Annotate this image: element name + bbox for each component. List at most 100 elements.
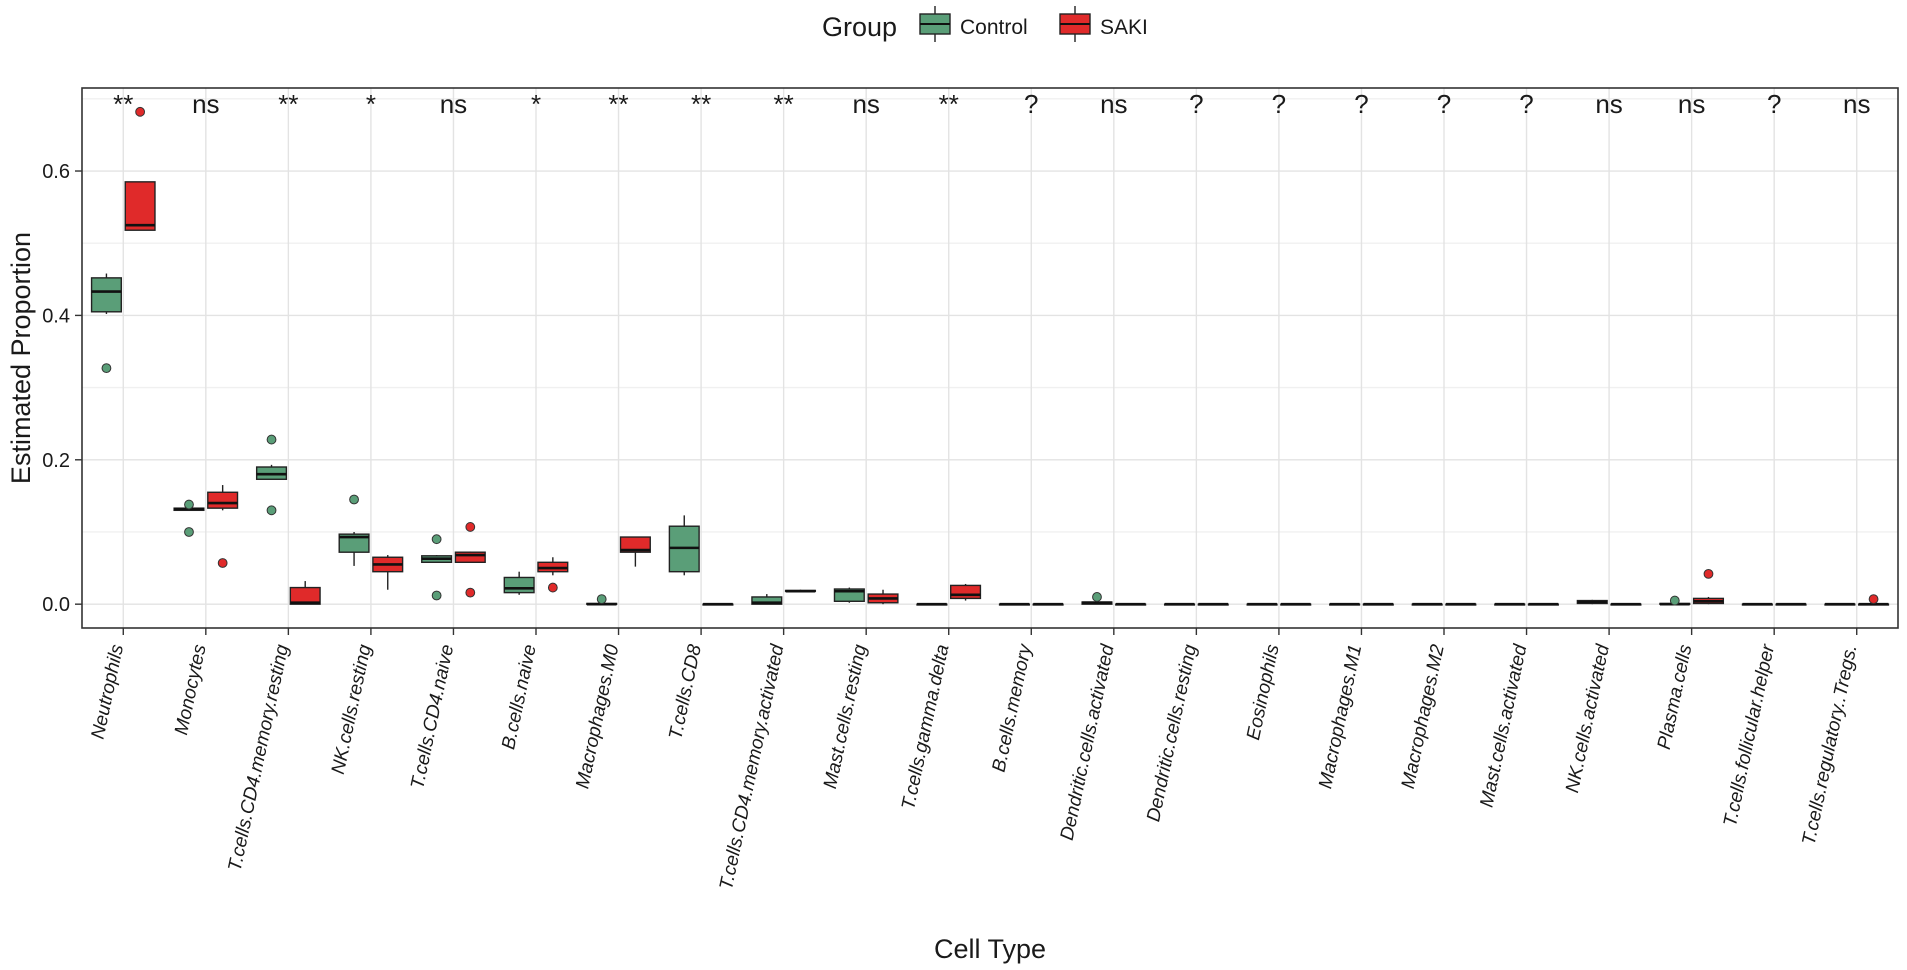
box-control bbox=[1246, 602, 1278, 606]
outlier-point bbox=[135, 106, 146, 117]
x-tick-label: T.cells.CD4.memory.activated bbox=[716, 641, 789, 892]
box-control bbox=[1494, 602, 1526, 606]
x-tick-label: Mast.cells.resting bbox=[820, 642, 871, 790]
significance-label: ? bbox=[1354, 89, 1368, 119]
legend-key-control bbox=[919, 6, 951, 42]
box-control bbox=[668, 515, 700, 576]
x-tick-label: T.cells.CD4.memory.resting bbox=[225, 642, 294, 873]
box-saki bbox=[1692, 568, 1725, 605]
significance-label: ns bbox=[1678, 89, 1705, 119]
box-saki bbox=[289, 581, 321, 605]
outlier-point bbox=[465, 587, 476, 598]
box-saki bbox=[1362, 602, 1394, 606]
significance-label: ** bbox=[939, 89, 959, 119]
significance-label: * bbox=[366, 89, 376, 119]
significance-label: ? bbox=[1767, 89, 1781, 119]
x-tick-label: NK.cells.activated bbox=[1562, 641, 1614, 794]
outlier-point bbox=[1092, 592, 1102, 602]
plot-panel bbox=[81, 87, 1899, 629]
box-saki bbox=[1775, 602, 1807, 606]
significance-label: ? bbox=[1272, 89, 1286, 119]
box-saki bbox=[1858, 594, 1890, 606]
y-tick-label: 0.4 bbox=[42, 305, 70, 327]
y-tick-label: 0.2 bbox=[42, 450, 70, 472]
box-saki bbox=[1032, 602, 1064, 606]
box-control bbox=[833, 587, 865, 603]
legend-key-saki bbox=[1059, 6, 1091, 42]
box-iqr bbox=[751, 596, 783, 605]
y-axis-title: Estimated Proportion bbox=[6, 232, 36, 484]
box-control bbox=[998, 602, 1030, 606]
legend-title: Group bbox=[822, 12, 897, 42]
box-saki bbox=[372, 555, 404, 590]
outlier-point bbox=[217, 558, 228, 568]
significance-label: ** bbox=[113, 89, 133, 119]
box-iqr bbox=[619, 536, 651, 553]
outlier-point bbox=[101, 363, 112, 374]
x-tick-label: Dendritic.cells.activated bbox=[1057, 641, 1119, 842]
grid bbox=[82, 88, 1898, 628]
box-control bbox=[1659, 595, 1691, 606]
x-tick-label: Macrophages.M1 bbox=[1315, 643, 1366, 791]
box-control bbox=[1824, 602, 1856, 606]
significance-labels: ** ns ** * ns * ** ** ** ns **? ns????? ns ns? ns bbox=[113, 89, 1870, 119]
x-tick-label: T.cells.follicular.helper bbox=[1720, 642, 1779, 828]
significance-label: ? bbox=[1437, 89, 1451, 119]
box-saki bbox=[950, 583, 982, 601]
outlier-point bbox=[266, 505, 277, 516]
significance-label: ns bbox=[440, 89, 467, 119]
box-saki bbox=[702, 602, 734, 606]
box-saki bbox=[207, 485, 239, 568]
x-tick-label: Neutrophils bbox=[88, 642, 129, 741]
significance-label: ** bbox=[278, 89, 298, 119]
box-saki bbox=[1527, 602, 1559, 606]
outlier-point bbox=[1669, 595, 1680, 606]
box-saki bbox=[1280, 602, 1312, 606]
outlier-point bbox=[1868, 594, 1879, 605]
box-control bbox=[1081, 592, 1113, 605]
box-control bbox=[1411, 602, 1443, 606]
legend-label: Control bbox=[960, 16, 1028, 39]
box-control bbox=[421, 534, 453, 601]
legend: Group Control SAKI bbox=[822, 6, 1148, 42]
box-iqr bbox=[950, 584, 982, 600]
box-saki bbox=[1115, 602, 1147, 606]
x-tick-label: T.cells.gamma.delta bbox=[898, 643, 954, 812]
box-saki bbox=[1445, 602, 1477, 606]
outlier-point bbox=[547, 582, 558, 593]
x-tick-label: T.cells.CD8 bbox=[665, 642, 706, 741]
x-tick-label: Monocytes bbox=[171, 642, 211, 737]
box-saki bbox=[537, 557, 569, 593]
box-saki bbox=[784, 589, 817, 593]
box-control bbox=[173, 499, 205, 537]
significance-label: ** bbox=[608, 89, 628, 119]
significance-label: ns bbox=[852, 89, 879, 119]
box-iqr bbox=[503, 576, 535, 594]
outlier-point bbox=[431, 590, 442, 601]
x-tick-label: B.cells.naive bbox=[498, 643, 541, 752]
box-saki bbox=[1197, 602, 1229, 606]
box-iqr bbox=[124, 181, 156, 231]
box-iqr bbox=[207, 491, 239, 509]
y-axis: 0.0 0.2 0.4 0.6 bbox=[42, 161, 82, 616]
x-tick-label: Dendritic.cells.resting bbox=[1143, 642, 1201, 823]
box-control bbox=[1163, 602, 1196, 606]
box-control bbox=[751, 594, 783, 605]
x-axis: Neutrophils Monocytes T.cells.CD4.memory.r… bbox=[88, 628, 1862, 892]
significance-label: ns bbox=[1100, 89, 1127, 119]
outlier-point bbox=[465, 522, 476, 532]
significance-label: ? bbox=[1519, 89, 1533, 119]
x-tick-label: Macrophages.M2 bbox=[1398, 642, 1449, 790]
outlier-point bbox=[596, 594, 607, 605]
box-control bbox=[503, 571, 535, 595]
significance-label: ** bbox=[691, 89, 711, 119]
box-iqr bbox=[454, 551, 486, 564]
box-saki bbox=[1610, 602, 1642, 606]
box-iqr bbox=[289, 586, 321, 605]
outlier-point bbox=[431, 534, 442, 545]
y-tick-label: 0.0 bbox=[42, 594, 70, 616]
box-control bbox=[1329, 602, 1361, 606]
significance-label: ns bbox=[192, 89, 219, 119]
box-saki bbox=[454, 522, 486, 598]
